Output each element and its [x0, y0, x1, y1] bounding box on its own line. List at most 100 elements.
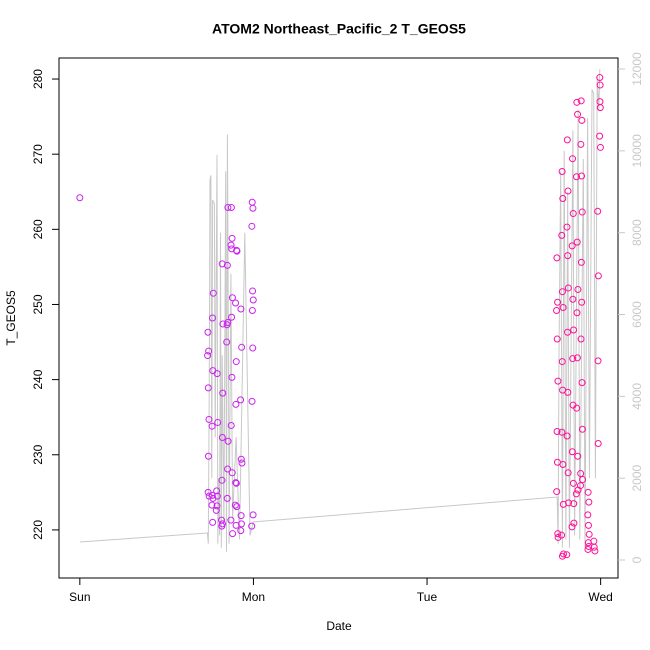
point: [232, 400, 240, 408]
point: [553, 306, 561, 314]
point: [559, 303, 567, 311]
point: [579, 476, 587, 484]
point: [204, 352, 212, 360]
point: [554, 377, 562, 385]
point: [249, 296, 257, 304]
point: [584, 511, 592, 519]
point: [568, 523, 576, 531]
point: [213, 487, 221, 495]
point: [574, 110, 582, 118]
point: [569, 210, 577, 218]
point: [578, 425, 586, 433]
point: [227, 204, 235, 212]
point: [248, 222, 256, 230]
point: [219, 320, 227, 328]
point: [554, 533, 562, 541]
point: [249, 344, 257, 352]
x-tick-label: Sun: [69, 590, 90, 604]
point: [584, 488, 592, 496]
point: [223, 338, 231, 346]
x-tick-label: Wed: [588, 590, 612, 604]
point: [249, 204, 257, 212]
point: [569, 295, 577, 303]
point: [558, 358, 566, 366]
y2-tick-label: 4000: [630, 383, 644, 410]
point: [574, 285, 582, 293]
line: [79, 68, 601, 552]
x-tick-label: Tue: [417, 590, 438, 604]
y-axis-label: T_GEOS5: [4, 290, 18, 346]
point: [232, 479, 240, 487]
point: [578, 116, 586, 124]
point: [228, 294, 236, 302]
point: [237, 396, 245, 404]
y-tick-label: 230: [31, 444, 45, 464]
y2-tick-label: 6000: [630, 301, 644, 328]
point: [208, 501, 216, 509]
point: [573, 173, 581, 181]
point: [233, 503, 241, 511]
point: [559, 461, 567, 469]
point: [205, 347, 213, 355]
point: [596, 74, 604, 82]
point: [248, 522, 256, 530]
point: [568, 242, 576, 250]
point: [577, 140, 585, 148]
point: [204, 452, 212, 460]
point: [577, 258, 585, 266]
point: [596, 104, 604, 112]
point: [227, 241, 235, 249]
point: [249, 511, 257, 519]
point: [204, 384, 212, 392]
point: [590, 537, 598, 545]
point: [564, 469, 572, 477]
point: [553, 488, 561, 496]
point: [227, 516, 235, 524]
point: [569, 355, 577, 363]
point: [205, 492, 213, 500]
point: [558, 167, 566, 175]
point: [219, 389, 227, 397]
point: [584, 521, 592, 529]
y2-tick-label: 12000: [630, 52, 644, 86]
point: [565, 499, 573, 507]
point: [564, 284, 572, 292]
point: [249, 287, 257, 295]
point: [214, 418, 222, 426]
point: [209, 518, 217, 526]
point: [594, 272, 602, 280]
point: [563, 136, 571, 144]
point: [594, 439, 602, 447]
x-axis-label: Date: [326, 619, 352, 633]
point: [558, 428, 566, 436]
y-tick-label: 250: [31, 294, 45, 314]
point: [573, 404, 581, 412]
point: [213, 492, 221, 500]
point: [578, 298, 586, 306]
point: [569, 479, 577, 487]
point: [213, 502, 221, 510]
point: [563, 432, 571, 440]
point: [237, 520, 245, 528]
point: [248, 306, 256, 314]
point: [232, 479, 240, 487]
x-tick-label: Mon: [242, 590, 265, 604]
point: [596, 143, 604, 151]
chart-title: ATOM2 Northeast_Pacific_2 T_GEOS5: [212, 21, 466, 37]
point: [577, 482, 585, 490]
point: [573, 354, 581, 362]
point: [218, 433, 226, 441]
point: [238, 343, 246, 351]
point: [574, 452, 582, 460]
point: [223, 261, 231, 269]
point: [573, 238, 581, 246]
point: [213, 370, 221, 378]
point: [229, 530, 237, 538]
point: [596, 81, 604, 89]
point: [237, 455, 245, 463]
point: [568, 448, 576, 456]
point: [573, 309, 581, 317]
point: [563, 328, 571, 336]
point: [208, 491, 216, 499]
point: [228, 373, 236, 381]
